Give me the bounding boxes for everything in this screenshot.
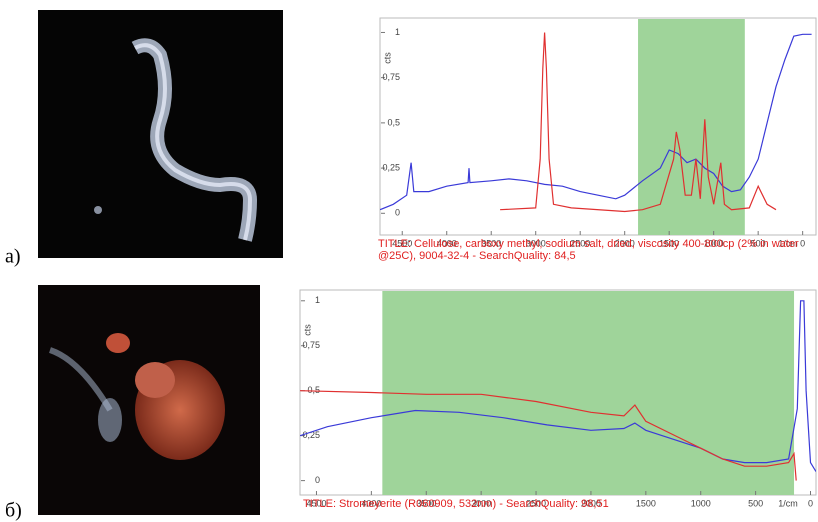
y-tick-label: 1 — [395, 27, 400, 37]
photo-particle — [38, 285, 260, 515]
y-tick-label: 0 — [315, 475, 320, 485]
photo-fiber — [38, 10, 283, 258]
y-axis-label: cts — [302, 324, 312, 336]
highlight-band — [382, 291, 794, 495]
y-tick-label: 0,5 — [307, 385, 320, 395]
panel-label: б) — [5, 500, 22, 522]
y-tick-label: 0,25 — [382, 162, 400, 172]
y-axis-label: cts — [382, 52, 392, 64]
y-tick-label: 0 — [395, 208, 400, 218]
figure: 00,250,50,751450040003500300025002000150… — [0, 0, 818, 522]
y-tick-label: 0,5 — [387, 117, 400, 127]
y-tick-label: 1 — [315, 295, 320, 305]
caption: TITLE: Stromeyerite (R060909, 532nm) - S… — [303, 498, 818, 510]
y-tick-label: 0,75 — [302, 340, 320, 350]
y-tick-label: 0,75 — [382, 72, 400, 82]
panel-label: а) — [5, 246, 21, 268]
highlight-band — [638, 19, 745, 235]
plot-background — [380, 18, 816, 235]
caption: TITLE: Cellulose, carboxy methyl, sodium… — [378, 238, 818, 262]
